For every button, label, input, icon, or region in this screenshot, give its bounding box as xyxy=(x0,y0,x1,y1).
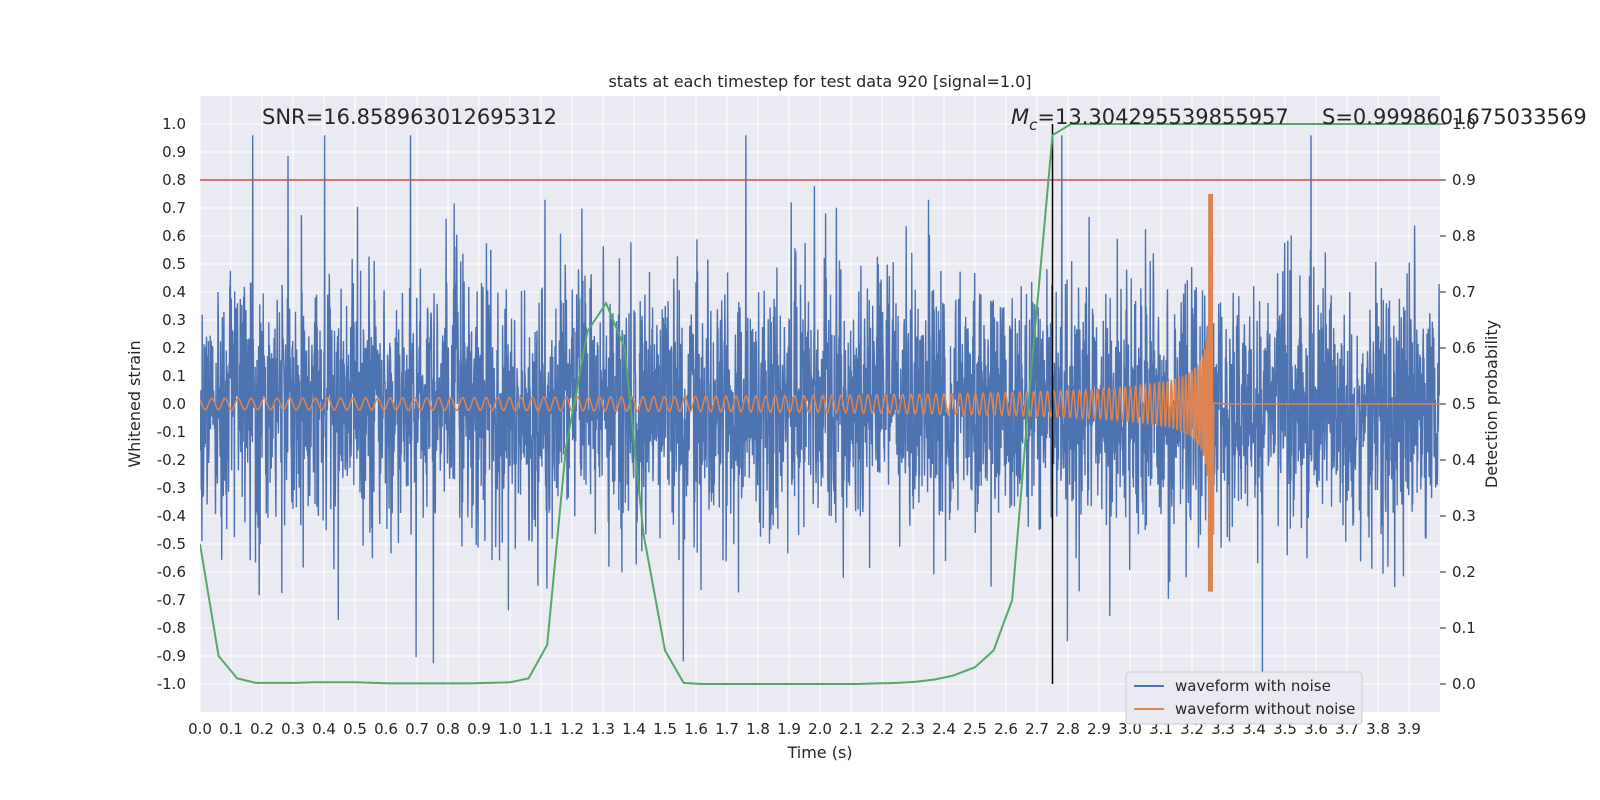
y2-tick-label: 0.1 xyxy=(1452,619,1476,637)
x-tick-label: 2.1 xyxy=(839,720,863,738)
x-tick-label: 1.5 xyxy=(653,720,677,738)
x-tick-label: 1.2 xyxy=(560,720,584,738)
x-tick-label: 1.3 xyxy=(591,720,615,738)
y-tick-label: 0.1 xyxy=(162,367,186,385)
s-annotation: S=0.9998601675033569 xyxy=(1322,105,1587,129)
x-tick-label: 2.0 xyxy=(808,720,832,738)
series-waveform-without-noise xyxy=(200,193,1440,592)
y-tick-label: -1.0 xyxy=(157,675,186,693)
y-tick-label: -0.2 xyxy=(157,451,186,469)
y2-tick-label: 0.9 xyxy=(1452,171,1476,189)
y2-tick-label: 0.6 xyxy=(1452,339,1476,357)
x-tick-label: 0.7 xyxy=(405,720,429,738)
y-tick-label: -0.6 xyxy=(157,563,186,581)
x-tick-label: 3.8 xyxy=(1366,720,1390,738)
x-tick-label: 1.6 xyxy=(684,720,708,738)
y2-axis-label: Detection probability xyxy=(1482,320,1501,488)
x-tick-label: 2.6 xyxy=(994,720,1018,738)
legend-label-noise: waveform with noise xyxy=(1175,677,1331,695)
y-axis-ticks: 1.0 0.9 0.8 0.7 0.6 0.5 0.4 0.3 0.2 0.1 0.0 -0.1 -0.… xyxy=(157,115,186,693)
snr-annotation: SNR=16.858963012695312 xyxy=(262,105,557,129)
chart-title: stats at each timestep for test data 920… xyxy=(608,72,1031,91)
x-tick-label: 1.7 xyxy=(715,720,739,738)
x-tick-label: 2.5 xyxy=(963,720,987,738)
y-tick-label: 0.8 xyxy=(162,171,186,189)
y2-axis-ticks: 1.0 0.9 0.8 0.7 0.6 0.5 0.4 0.3 0.2 0.1 0.0 xyxy=(1440,115,1476,693)
x-tick-label: 1.8 xyxy=(746,720,770,738)
x-tick-label: 2.9 xyxy=(1087,720,1111,738)
y-tick-label: 0.9 xyxy=(162,143,186,161)
y2-tick-label: 0.3 xyxy=(1452,507,1476,525)
y-tick-label: 0.2 xyxy=(162,339,186,357)
x-tick-label: 0.0 xyxy=(188,720,212,738)
y-tick-label: -0.9 xyxy=(157,647,186,665)
chirp-mass-annotation: Mc=13.304295539855957 xyxy=(1011,105,1289,134)
series-layer xyxy=(200,123,1440,685)
x-tick-label: 0.3 xyxy=(281,720,305,738)
y2-tick-label: 0.8 xyxy=(1452,227,1476,245)
chirp-mass-subscript: c xyxy=(1029,116,1038,134)
y-tick-label: -0.3 xyxy=(157,479,186,497)
x-tick-label: 2.8 xyxy=(1056,720,1080,738)
y2-tick-label: 0.2 xyxy=(1452,563,1476,581)
x-tick-label: 2.3 xyxy=(901,720,925,738)
y2-tick-label: 0.5 xyxy=(1452,395,1476,413)
x-tick-label: 0.8 xyxy=(436,720,460,738)
series-waveform-with-noise xyxy=(200,135,1440,682)
y2-tick-label: 0.7 xyxy=(1452,283,1476,301)
y-tick-label: 0.4 xyxy=(162,283,186,301)
series-detection-probability xyxy=(200,123,1440,685)
y2-tick-label: 1.0 xyxy=(1452,115,1476,133)
x-tick-label: 2.7 xyxy=(1025,720,1049,738)
legend-box xyxy=(1125,671,1363,725)
x-tick-label: 2.2 xyxy=(870,720,894,738)
y2-tick-label: 0.0 xyxy=(1452,675,1476,693)
y2-tick-label: 0.4 xyxy=(1452,451,1476,469)
chirp-mass-value: =13.304295539855957 xyxy=(1037,105,1288,129)
x-tick-label: 3.9 xyxy=(1397,720,1421,738)
y-tick-label: 0.0 xyxy=(162,395,186,413)
x-tick-label: 0.9 xyxy=(467,720,491,738)
x-tick-label: 0.6 xyxy=(374,720,398,738)
x-tick-label: 1.1 xyxy=(529,720,553,738)
y-tick-label: -0.4 xyxy=(157,507,186,525)
x-tick-label: 2.4 xyxy=(932,720,956,738)
y-tick-label: 0.3 xyxy=(162,311,186,329)
x-tick-label: 1.9 xyxy=(777,720,801,738)
y-axis-label: Whitened strain xyxy=(125,340,144,467)
x-tick-label: 0.2 xyxy=(250,720,274,738)
chirp-mass-symbol: M xyxy=(1011,105,1029,129)
legend: waveform with noise waveform without noi… xyxy=(1125,671,1363,725)
y-tick-label: -0.7 xyxy=(157,591,186,609)
y-tick-label: -0.1 xyxy=(157,423,186,441)
x-tick-label: 1.4 xyxy=(622,720,646,738)
x-tick-label: 1.0 xyxy=(498,720,522,738)
x-tick-label: 0.4 xyxy=(312,720,336,738)
y-tick-label: -0.8 xyxy=(157,619,186,637)
x-tick-label: 0.1 xyxy=(219,720,243,738)
x-tick-label: 0.5 xyxy=(343,720,367,738)
legend-label-clean: waveform without noise xyxy=(1175,700,1355,718)
y-tick-label: 0.6 xyxy=(162,227,186,245)
y-tick-label: 0.7 xyxy=(162,199,186,217)
y-tick-label: -0.5 xyxy=(157,535,186,553)
x-axis-label: Time (s) xyxy=(786,743,852,762)
y-tick-label: 0.5 xyxy=(162,255,186,273)
y-tick-label: 1.0 xyxy=(162,115,186,133)
